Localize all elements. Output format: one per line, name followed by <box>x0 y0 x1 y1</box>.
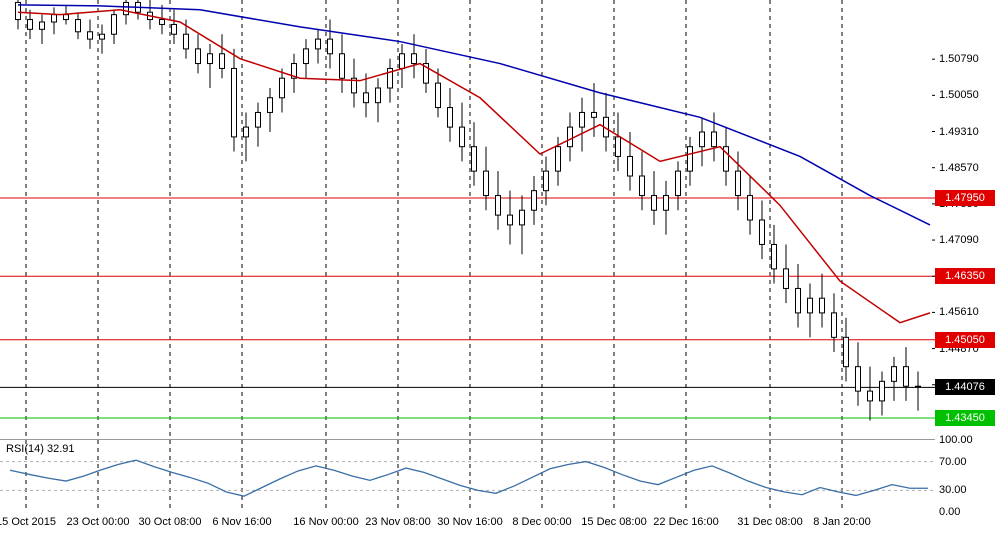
x-tick: 22 Dec 16:00 <box>653 516 718 528</box>
price-level-badge: 1.47950 <box>935 190 995 206</box>
price-level-badge: 1.43450 <box>935 410 995 426</box>
y-axis-rsi: 0.0030.0070.00100.00 <box>935 440 1001 512</box>
x-tick: 8 Jan 20:00 <box>813 516 871 528</box>
price-ytick: 1.45610 <box>939 306 979 318</box>
x-tick: 23 Oct 00:00 <box>67 516 130 528</box>
x-tick: 31 Dec 08:00 <box>737 516 802 528</box>
rsi-panel[interactable]: RSI(14) 32.91 <box>0 440 935 512</box>
rsi-ytick: 30.00 <box>939 484 967 496</box>
price-ytick: 1.50790 <box>939 53 979 65</box>
x-tick: 15 Oct 2015 <box>0 516 56 528</box>
x-tick: 15 Dec 08:00 <box>581 516 646 528</box>
price-ytick: 1.47090 <box>939 234 979 246</box>
price-panel[interactable] <box>0 0 935 440</box>
rsi-ytick: 70.00 <box>939 456 967 468</box>
y-axis-price: 1.507901.500501.493101.485701.478301.470… <box>935 0 1001 440</box>
price-ytick: 1.50050 <box>939 89 979 101</box>
rsi-plot <box>0 440 935 512</box>
x-tick: 30 Oct 08:00 <box>139 516 202 528</box>
x-tick: 16 Nov 00:00 <box>293 516 358 528</box>
x-tick: 30 Nov 16:00 <box>437 516 502 528</box>
price-level-badge: 1.44076 <box>935 379 995 395</box>
rsi-label: RSI(14) 32.91 <box>6 443 74 455</box>
price-ytick: 1.48570 <box>939 162 979 174</box>
x-tick: 6 Nov 16:00 <box>212 516 271 528</box>
price-ytick: 1.49310 <box>939 126 979 138</box>
x-axis: 15 Oct 2015 23 Oct 00:00 30 Oct 08:00 6 Nov… <box>0 512 935 538</box>
chart-container: RSI(14) 32.91 15 Oct 2015 23 Oct 00:00 30 … <box>0 0 1001 538</box>
price-level-badge: 1.45050 <box>935 332 995 348</box>
price-plot <box>0 0 935 440</box>
rsi-ytick: 0.00 <box>939 506 960 518</box>
x-tick: 23 Nov 08:00 <box>365 516 430 528</box>
price-level-badge: 1.46350 <box>935 268 995 284</box>
x-tick: 8 Dec 00:00 <box>512 516 571 528</box>
rsi-ytick: 100.00 <box>939 434 973 446</box>
